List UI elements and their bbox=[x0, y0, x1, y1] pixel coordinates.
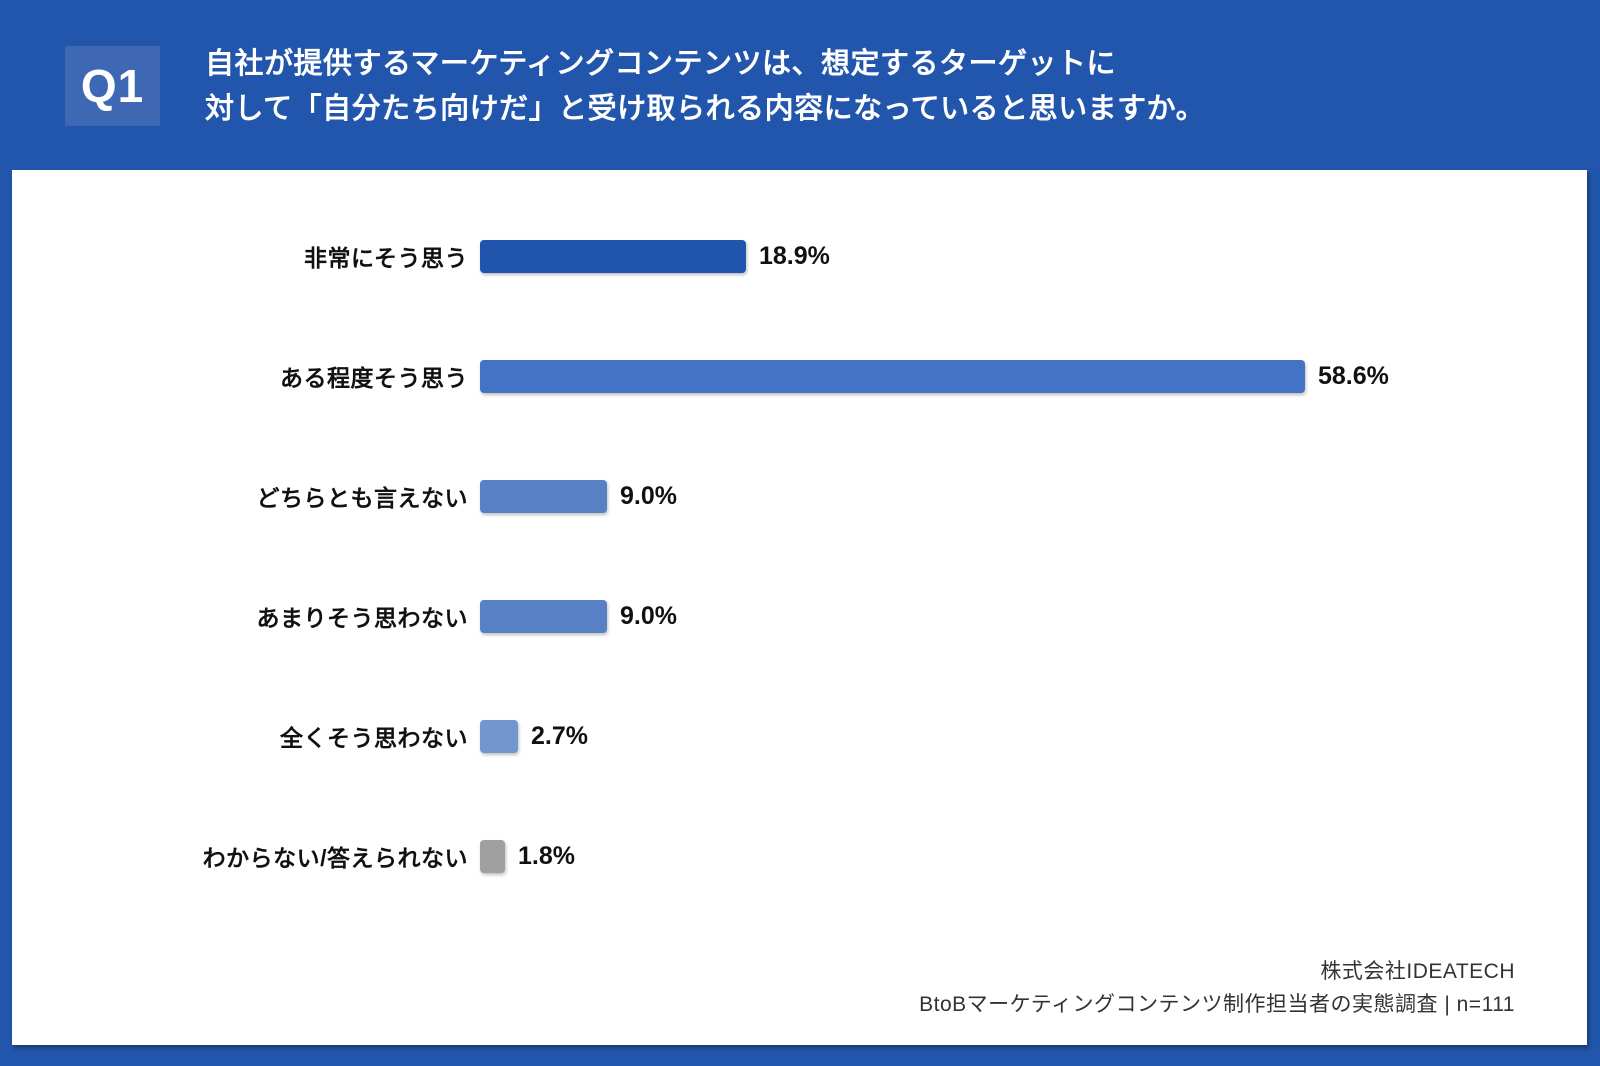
question-title: 自社が提供するマーケティングコンテンツは、想定するターゲットに 対して「自分たち… bbox=[205, 42, 1205, 132]
bar-chart: 非常にそう思う 18.9% ある程度そう思う 58.6% どちらとも言えない 9… bbox=[12, 196, 1587, 916]
chart-row: どちらとも言えない 9.0% bbox=[12, 436, 1587, 556]
value-label: 58.6% bbox=[1318, 361, 1389, 390]
category-label: わからない/答えられない bbox=[202, 845, 468, 871]
question-header: Q1 自社が提供するマーケティングコンテンツは、想定するターゲットに 対して「自… bbox=[0, 0, 1600, 170]
category-label: ある程度そう思う bbox=[280, 365, 468, 391]
bar-segment bbox=[480, 599, 607, 633]
bar-segment bbox=[480, 719, 518, 753]
survey-name: BtoBマーケティングコンテンツ制作担当者の実態調査 | n=111 bbox=[919, 993, 1515, 1016]
category-label: 全くそう思わない bbox=[280, 725, 468, 751]
value-label: 1.8% bbox=[518, 841, 575, 870]
category-label: あまりそう思わない bbox=[256, 605, 468, 631]
source-attribution: 株式会社IDEATECH BtoBマーケティングコンテンツ制作担当者の実態調査 … bbox=[919, 955, 1515, 1021]
chart-row: わからない/答えられない 1.8% bbox=[12, 796, 1587, 916]
question-number-badge: Q1 bbox=[65, 46, 160, 126]
bar-segment bbox=[480, 359, 1305, 393]
chart-row: あまりそう思わない 9.0% bbox=[12, 556, 1587, 676]
company-name: 株式会社IDEATECH bbox=[1320, 960, 1515, 983]
value-label: 9.0% bbox=[620, 601, 677, 630]
bar-segment bbox=[480, 839, 505, 873]
category-label: 非常にそう思う bbox=[303, 245, 468, 271]
bar-segment bbox=[480, 479, 607, 513]
chart-row: 全くそう思わない 2.7% bbox=[12, 676, 1587, 796]
value-label: 2.7% bbox=[531, 721, 588, 750]
value-label: 18.9% bbox=[759, 241, 830, 270]
value-label: 9.0% bbox=[620, 481, 677, 510]
question-title-line1: 自社が提供するマーケティングコンテンツは、想定するターゲットに bbox=[205, 48, 1117, 80]
bar-segment bbox=[480, 239, 746, 273]
chart-panel: 非常にそう思う 18.9% ある程度そう思う 58.6% どちらとも言えない 9… bbox=[12, 170, 1587, 1045]
category-label: どちらとも言えない bbox=[256, 485, 468, 511]
chart-row: 非常にそう思う 18.9% bbox=[12, 196, 1587, 316]
chart-row: ある程度そう思う 58.6% bbox=[12, 316, 1587, 436]
question-title-line2: 対して「自分たち向けだ」と受け取られる内容になっていると思いますか。 bbox=[205, 93, 1206, 125]
